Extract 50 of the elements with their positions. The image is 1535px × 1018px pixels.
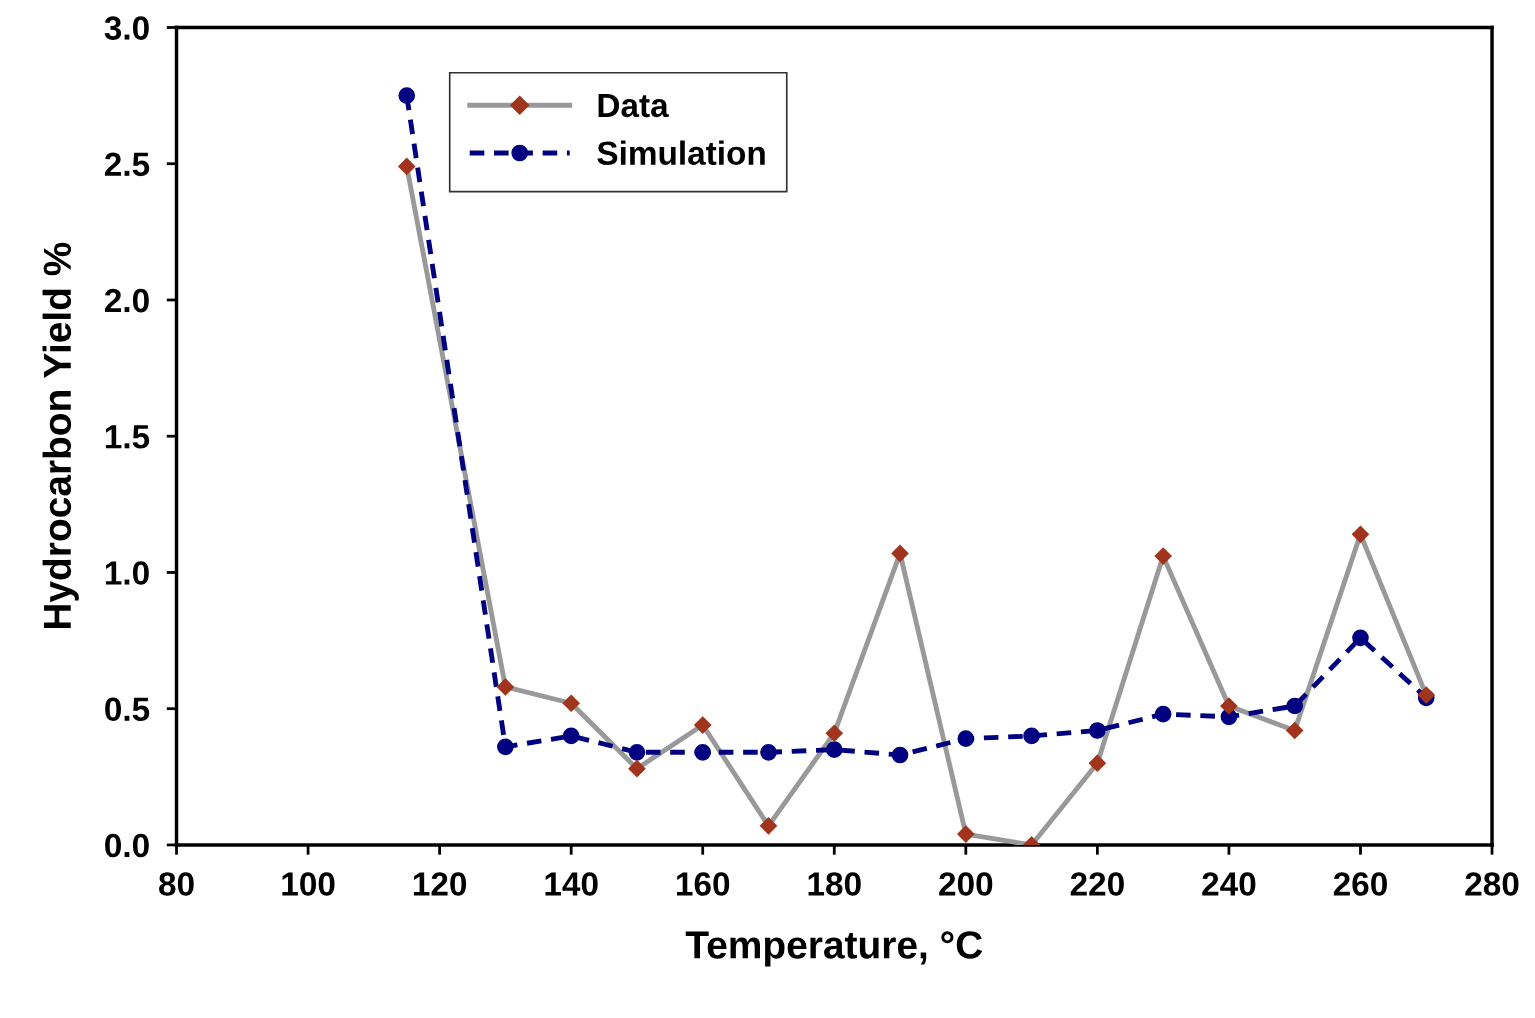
y-tick-label: 1.0 <box>105 561 149 585</box>
x-tick-label: 100 <box>282 872 335 896</box>
point <box>1088 754 1107 773</box>
legend-label: Simulation <box>597 140 765 165</box>
point <box>1285 721 1304 740</box>
point <box>1352 629 1369 647</box>
point <box>628 759 646 778</box>
point <box>1220 697 1238 715</box>
point <box>398 87 416 104</box>
y-tick-label: 0.0 <box>105 833 149 858</box>
point <box>891 746 909 764</box>
point <box>956 825 975 843</box>
y-tick-label: 1.5 <box>105 425 150 449</box>
point <box>1089 722 1106 739</box>
point <box>825 724 844 743</box>
point <box>562 694 581 713</box>
point <box>1023 727 1040 745</box>
x-tick-label: 240 <box>1202 872 1256 896</box>
point <box>1286 697 1304 715</box>
point <box>628 743 646 761</box>
x-axis-title: Temperature, °C <box>685 931 983 967</box>
y-tick-label: 0.5 <box>105 697 150 722</box>
y-tick-label: 2.5 <box>104 152 150 177</box>
point <box>891 544 909 563</box>
point <box>694 743 712 761</box>
point <box>1154 547 1172 565</box>
x-tick-label: 220 <box>1070 872 1124 896</box>
x-tick-label: 260 <box>1333 872 1387 896</box>
point <box>397 157 416 176</box>
point <box>1351 525 1370 544</box>
point <box>562 727 580 745</box>
x-tick-label: 80 <box>159 872 194 896</box>
x-tick-label: 200 <box>939 872 993 896</box>
y-axis-title: Hydrocarbon Yield % <box>42 242 79 629</box>
x-tick-label: 280 <box>1465 872 1519 896</box>
y-tick-label: 3.0 <box>104 16 149 40</box>
point <box>760 743 777 761</box>
x-tick-label: 140 <box>545 872 598 896</box>
x-tick-label: 120 <box>413 872 467 896</box>
y-tick-label: 2.0 <box>104 288 149 313</box>
point <box>497 738 514 756</box>
x-tick-label: 160 <box>677 872 730 896</box>
point <box>496 678 515 696</box>
point <box>693 716 712 734</box>
point <box>1154 705 1172 723</box>
point <box>825 741 843 758</box>
legend-label: Data <box>598 93 669 118</box>
x-tick-label: 180 <box>808 872 861 896</box>
point <box>957 730 975 748</box>
point <box>759 817 778 835</box>
